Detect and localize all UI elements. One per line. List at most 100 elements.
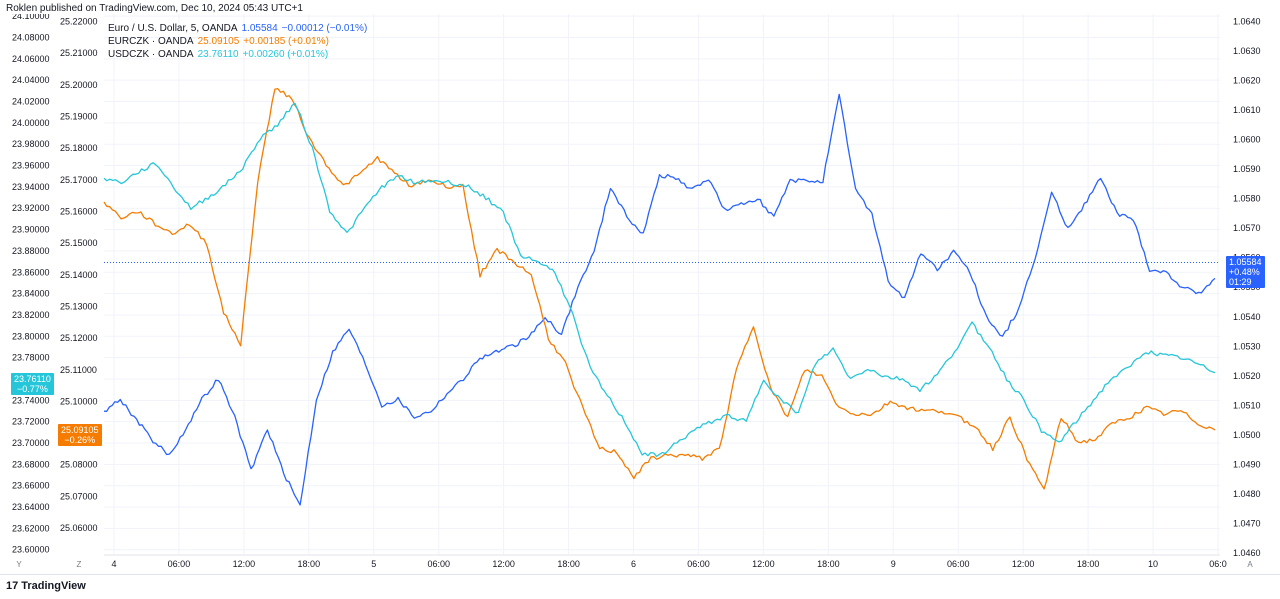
usdczk-tick-label: 23.74000 xyxy=(12,395,50,405)
eurusd-tick-label: 1.0580 xyxy=(1233,194,1261,204)
eurusd-tick-label: 1.0520 xyxy=(1233,371,1261,381)
footer: 17 TradingView xyxy=(0,574,1280,599)
legend-change: −0.00012 (−0.01%) xyxy=(281,23,368,34)
legend-change: +0.00260 (+0.01%) xyxy=(242,49,329,60)
legend-row-usdczk[interactable]: USDCZK · OANDA 23.76110 +0.00260 (+0.01%) xyxy=(108,48,367,61)
eurusd-tick-label: 1.0590 xyxy=(1233,164,1261,174)
tradingview-logo[interactable]: 17 TradingView xyxy=(6,580,86,592)
eurczk-tick-label: 25.10000 xyxy=(60,396,98,406)
time-tick-label: 18:00 xyxy=(817,559,840,569)
legend-value: 1.05584 xyxy=(241,23,278,34)
series-line-eurusd xyxy=(103,93,1216,506)
tradingview-logo-text: TradingView xyxy=(21,580,86,592)
eurusd-tick-label: 1.0480 xyxy=(1233,489,1261,499)
legend-row-eurusd[interactable]: Euro / U.S. Dollar, 5, OANDA 1.05584 −0.00… xyxy=(108,22,367,35)
eurczk-tick-label: 25.12000 xyxy=(60,333,98,343)
time-tick-label: 12:00 xyxy=(1012,559,1035,569)
grid xyxy=(104,14,1220,554)
eurczk-tick-label: 25.17000 xyxy=(60,175,98,185)
eurusd-tick-label: 1.0570 xyxy=(1233,223,1261,233)
eurczk-tick-label: 25.22000 xyxy=(60,17,98,27)
usdczk-tick-label: 23.66000 xyxy=(12,481,50,491)
time-tick-label: 10 xyxy=(1148,559,1158,569)
eurczk-tick-label: 25.19000 xyxy=(60,112,98,122)
eurczk-tick-label: 25.16000 xyxy=(60,207,98,217)
eurusd-tick-label: 1.0460 xyxy=(1233,548,1261,558)
eurusd-tick-label: 1.0500 xyxy=(1233,430,1261,440)
eurusd-tick-label: 1.0510 xyxy=(1233,400,1261,410)
legend-name: EURCZK · OANDA xyxy=(108,36,194,47)
badge-countdown: 01:29 xyxy=(1229,277,1252,287)
time-axis: 4 06:00 12:00 18:00 5 06:00 12:00 18:00 6 06:00 12… xyxy=(104,554,1227,569)
eurusd-tick-label: 1.0540 xyxy=(1233,312,1261,322)
usdczk-tick-label: 23.86000 xyxy=(12,267,50,277)
eurczk-tick-label: 25.11000 xyxy=(60,365,97,375)
usdczk-tick-label: 23.94000 xyxy=(12,182,50,192)
eurczk-tick-label: 25.13000 xyxy=(60,301,98,311)
eurczk-tick-label: 25.14000 xyxy=(60,270,98,280)
usdczk-tick-label: 24.10000 xyxy=(12,14,50,21)
time-tick-label: 12:00 xyxy=(492,559,515,569)
eurczk-tick-label: 25.15000 xyxy=(60,238,98,248)
eurczk-tick-label: 25.20000 xyxy=(60,80,98,90)
eurczk-tick-label: 25.06000 xyxy=(60,523,98,533)
series-lines xyxy=(103,87,1216,506)
eurusd-tick-label: 1.0470 xyxy=(1233,518,1261,528)
badge-percent: −0.77% xyxy=(17,384,48,394)
usdczk-tick-label: 23.72000 xyxy=(12,417,50,427)
eurusd-price-badge: 1.05584 +0.48% 01:29 xyxy=(1226,256,1265,288)
eurusd-tick-label: 1.0620 xyxy=(1233,76,1261,86)
usdczk-tick-label: 23.62000 xyxy=(12,523,50,533)
top-bar: Roklen published on TradingView.com, Dec… xyxy=(0,0,1280,20)
time-tick-label: 06:00 xyxy=(168,559,191,569)
legend-value: 23.76110 xyxy=(197,49,239,60)
usdczk-tick-label: 23.92000 xyxy=(12,203,50,213)
usdczk-tick-label: 23.84000 xyxy=(12,289,50,299)
eurczk-price-badge: 25.09105 −0.26% xyxy=(58,424,102,446)
badge-percent: −0.26% xyxy=(64,435,96,445)
time-tick-label: 06:00 xyxy=(947,559,970,569)
eurczk-tick-label: 25.08000 xyxy=(60,460,98,470)
legend: Euro / U.S. Dollar, 5, OANDA 1.05584 −0.00… xyxy=(108,22,367,61)
usdczk-tick-label: 23.64000 xyxy=(12,502,50,512)
usdczk-price-badge: 23.76110 −0.77% xyxy=(11,373,54,395)
time-tick-label: 12:00 xyxy=(752,559,775,569)
badge-value: 1.05584 xyxy=(1229,257,1262,267)
usdczk-tick-label: 23.68000 xyxy=(12,459,50,469)
legend-value: 25.09105 xyxy=(197,36,240,47)
tradingview-logo-icon: 17 xyxy=(6,580,19,592)
legend-row-eurczk[interactable]: EURCZK · OANDA 25.09105 +0.00185 (+0.01%) xyxy=(108,35,367,48)
eurczk-tick-label: 25.21000 xyxy=(60,48,98,58)
eurusd-tick-label: 1.0610 xyxy=(1233,105,1261,115)
log-scale-toggle[interactable]: Y xyxy=(16,560,22,569)
usdczk-tick-label: 23.90000 xyxy=(12,225,50,235)
eurusd-tick-label: 1.0530 xyxy=(1233,341,1261,351)
usdczk-tick-label: 24.02000 xyxy=(12,97,50,107)
time-tick-label: 18:00 xyxy=(298,559,321,569)
usdczk-axis: 24.10000 24.08000 24.06000 24.04000 24.02000… xyxy=(12,14,50,555)
eurusd-tick-label: 1.0600 xyxy=(1233,135,1261,145)
eurusd-tick-label: 1.0640 xyxy=(1233,17,1261,27)
time-tick-label: 12:00 xyxy=(233,559,256,569)
usdczk-tick-label: 23.70000 xyxy=(12,438,50,448)
eurczk-tick-label: 25.18000 xyxy=(60,143,98,153)
usdczk-tick-label: 24.04000 xyxy=(12,75,50,85)
eurczk-tick-label: 25.07000 xyxy=(60,491,98,501)
time-tick-label: 18:00 xyxy=(1077,559,1100,569)
auto-scale-toggle[interactable]: A xyxy=(1247,560,1253,569)
price-chart[interactable]: 24.10000 24.08000 24.06000 24.04000 24.02000… xyxy=(0,14,1280,574)
published-caption: Roklen published on TradingView.com, Dec… xyxy=(6,3,303,14)
series-line-eurczk xyxy=(103,87,1216,490)
usdczk-tick-label: 23.98000 xyxy=(12,139,50,149)
usdczk-tick-label: 23.78000 xyxy=(12,353,50,363)
usdczk-tick-label: 24.00000 xyxy=(12,118,50,128)
usdczk-tick-label: 23.88000 xyxy=(12,246,50,256)
badge-value: 25.09105 xyxy=(61,425,99,435)
time-tick-label: 06:00 xyxy=(687,559,710,569)
legend-name: USDCZK · OANDA xyxy=(108,49,194,60)
time-tick-label: 06:0 xyxy=(1209,559,1227,569)
zoom-toggle[interactable]: Z xyxy=(76,560,82,569)
usdczk-tick-label: 23.80000 xyxy=(12,331,50,341)
badge-value: 23.76110 xyxy=(14,374,51,384)
time-tick-label: 6 xyxy=(631,559,636,569)
